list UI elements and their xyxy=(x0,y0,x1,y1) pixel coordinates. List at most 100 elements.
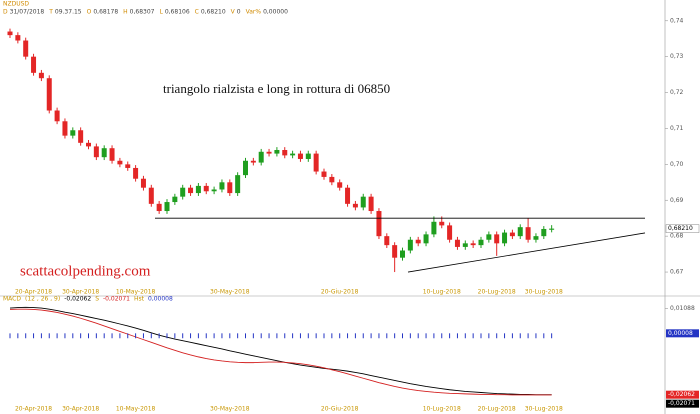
header-label: T xyxy=(48,9,53,16)
x-tick-label: 20-Giu-2018 xyxy=(321,406,359,413)
candle-body xyxy=(494,234,500,244)
y-tick-label: 0,01088 xyxy=(670,305,695,312)
candle-body xyxy=(313,153,319,172)
candle-body xyxy=(376,211,382,237)
candle-body xyxy=(93,146,99,158)
candle-body xyxy=(62,121,68,136)
candle-body xyxy=(525,227,531,240)
candle-body xyxy=(352,203,358,208)
candle-body xyxy=(541,228,547,237)
candle-body xyxy=(219,182,225,190)
header-label: H xyxy=(123,9,128,16)
candle-body xyxy=(133,167,139,179)
candle-body xyxy=(148,187,154,204)
value-box-label: -0,02071 xyxy=(668,400,695,407)
candle-body xyxy=(478,239,484,246)
candle-body xyxy=(70,130,76,136)
x-tick-label: 20-Apr-2018 xyxy=(15,289,52,296)
header-value: 0,68210 xyxy=(201,9,226,16)
candle-body xyxy=(274,150,280,154)
candle-body xyxy=(282,150,288,156)
value-box-label: -0,02062 xyxy=(668,391,695,398)
candle-body xyxy=(235,175,241,194)
candle-body xyxy=(509,232,515,237)
header-label: V xyxy=(231,9,236,16)
candle-body xyxy=(23,40,29,57)
header-value: 0,68178 xyxy=(93,9,118,16)
candle-body xyxy=(384,236,390,246)
candle-body xyxy=(211,189,217,192)
candle-body xyxy=(117,160,123,165)
x-tick-label: 10-Lug-2018 xyxy=(423,289,461,296)
value-box xyxy=(666,399,699,408)
macd-line xyxy=(9,308,552,396)
candle-body xyxy=(486,234,492,240)
series-name: S xyxy=(95,296,99,303)
candle-body xyxy=(188,187,194,194)
candle-body xyxy=(533,236,539,240)
candle-body xyxy=(125,164,131,168)
x-tick-label: 30-May-2018 xyxy=(210,289,250,296)
candle-body xyxy=(140,178,146,188)
x-tick-label: 30-May-2018 xyxy=(210,406,250,413)
value-box-label: 0,00008 xyxy=(668,330,693,337)
y-tick-label: 0,67 xyxy=(670,269,684,276)
candle-body xyxy=(454,239,460,247)
candle-body xyxy=(345,187,351,204)
header-value: 0,00000 xyxy=(263,9,288,16)
candle-body xyxy=(470,243,476,246)
x-tick-label: 20-Lug-2018 xyxy=(478,406,516,413)
y-tick-label: 0,68 xyxy=(670,233,684,240)
series-last-value: -0,02062 xyxy=(64,296,91,303)
candle-body xyxy=(227,182,233,194)
series-last-value: -0,02071 xyxy=(103,296,130,303)
x-tick-label: 30-Lug-2018 xyxy=(525,406,563,413)
price-box xyxy=(665,224,700,233)
symbol: NZDUSD xyxy=(3,1,29,8)
y-tick-label: 0,73 xyxy=(670,53,684,60)
x-tick-label: 10-May-2018 xyxy=(116,406,156,413)
candle-body xyxy=(439,221,445,226)
annotation: triangolo rialzista e long in rottura di… xyxy=(163,81,390,96)
y-tick-label: 0,71 xyxy=(670,125,684,132)
series-last-value: 0,00008 xyxy=(148,296,173,303)
candle-body xyxy=(86,142,91,147)
candle-body xyxy=(549,228,555,230)
candle-body xyxy=(243,160,248,176)
x-tick-label: 20-Lug-2018 xyxy=(478,289,516,296)
candle-body xyxy=(392,245,398,258)
candle-body xyxy=(290,153,296,156)
x-tick-label: 20-Apr-2018 xyxy=(15,406,52,413)
candle-body xyxy=(54,110,60,122)
candle-body xyxy=(360,196,366,208)
candle-body xyxy=(38,72,44,79)
candle-body xyxy=(368,196,374,212)
candle-body xyxy=(517,227,523,237)
y-tick-label: 0,74 xyxy=(670,17,684,24)
header-value: 0 xyxy=(237,9,241,16)
candle-body xyxy=(180,187,186,197)
candle-body xyxy=(195,185,201,194)
candle-body xyxy=(164,202,170,212)
candle-body xyxy=(7,31,13,36)
candle-body xyxy=(250,160,256,163)
candle-body xyxy=(78,130,84,143)
header-label: D xyxy=(3,9,8,16)
candle-body xyxy=(447,225,453,240)
price-box-label: 0,68210 xyxy=(668,225,693,232)
header-label: L xyxy=(159,9,163,16)
candle-body xyxy=(46,78,52,111)
trendline xyxy=(407,232,646,273)
x-tick-label: 20-Giu-2018 xyxy=(321,289,359,296)
value-box xyxy=(666,329,699,338)
candle-body xyxy=(400,250,405,258)
header-value: 0,68307 xyxy=(130,9,155,16)
series-name: Hst xyxy=(134,296,145,303)
candle-body xyxy=(109,148,115,161)
candle-body xyxy=(15,35,21,41)
y-tick-label: 0,69 xyxy=(670,197,684,204)
candle-body xyxy=(321,171,327,177)
